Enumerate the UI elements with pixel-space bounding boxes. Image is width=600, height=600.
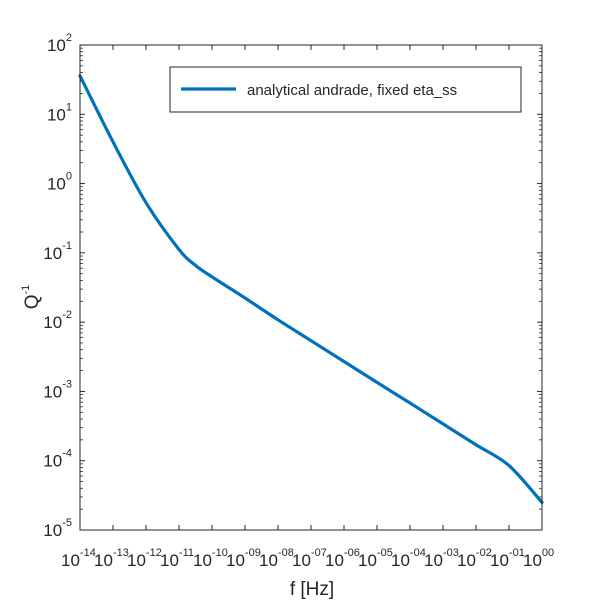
y-tick-label: 10-4 <box>43 448 72 471</box>
x-tick-label: 10-06 <box>325 547 360 570</box>
x-tick-base: 10 <box>523 551 542 570</box>
x-tick-exponent: -04 <box>410 547 426 559</box>
x-tick-base: 10 <box>424 551 443 570</box>
y-tick-exponent: 2 <box>66 32 72 44</box>
y-tick-exponent: -1 <box>62 240 72 252</box>
y-axis-label-base: Q <box>22 295 43 310</box>
x-tick-label: 10-02 <box>457 547 492 570</box>
x-tick-exponent: -02 <box>476 547 492 559</box>
x-tick-base: 10 <box>160 551 179 570</box>
y-axis-label: Q-1 <box>20 285 43 310</box>
x-tick-base: 10 <box>226 551 245 570</box>
y-tick-label: 101 <box>47 101 72 124</box>
y-tick-label: 102 <box>47 32 72 55</box>
y-tick-label: 100 <box>47 171 72 194</box>
y-tick-base: 10 <box>43 313 62 332</box>
y-tick-label: 10-5 <box>43 517 72 540</box>
series-line <box>78 74 544 505</box>
x-tick-base: 10 <box>358 551 377 570</box>
y-tick-base: 10 <box>47 105 66 124</box>
y-tick-exponent: -3 <box>62 378 72 390</box>
x-tick-exponent: -12 <box>146 547 162 559</box>
x-tick-exponent: -08 <box>278 547 294 559</box>
y-tick-exponent: 0 <box>66 171 72 183</box>
y-tick-exponent: 1 <box>66 101 72 113</box>
x-tick-label: 10-07 <box>292 547 327 570</box>
x-tick-label: 10-08 <box>259 547 294 570</box>
y-tick-exponent: -5 <box>62 517 72 529</box>
x-tick-exponent: -05 <box>377 547 393 559</box>
x-tick-base: 10 <box>259 551 278 570</box>
y-tick-exponent: -2 <box>62 309 72 321</box>
x-tick-label: 10-11 <box>160 547 194 570</box>
y-tick-base: 10 <box>47 36 66 55</box>
legend-label: analytical andrade, fixed eta_ss <box>247 82 457 99</box>
x-tick-exponent: -03 <box>443 547 459 559</box>
y-tick-base: 10 <box>43 521 62 540</box>
x-tick-exponent: -01 <box>509 547 525 559</box>
x-tick-exponent: -07 <box>311 547 327 559</box>
x-tick-label: 10-03 <box>424 547 459 570</box>
y-axis-label-exponent: -1 <box>20 285 32 295</box>
x-tick-base: 10 <box>457 551 476 570</box>
x-tick-label: 10-04 <box>391 547 426 570</box>
x-tick-label: 10-10 <box>193 547 228 570</box>
x-tick-exponent: -11 <box>179 547 194 559</box>
x-tick-base: 10 <box>292 551 311 570</box>
x-tick-base: 10 <box>61 551 80 570</box>
x-axis-label: f [Hz] <box>290 579 334 600</box>
x-tick-label: 10-12 <box>127 547 162 570</box>
legend: analytical andrade, fixed eta_ss <box>169 66 522 113</box>
x-tick-label: 1000 <box>523 547 554 570</box>
x-tick-base: 10 <box>490 551 509 570</box>
y-tick-base: 10 <box>47 175 66 194</box>
x-tick-label: 10-14 <box>61 547 96 570</box>
x-tick-exponent: -10 <box>212 547 228 559</box>
x-tick-exponent: -14 <box>80 547 96 559</box>
y-tick-label: 10-2 <box>43 309 72 332</box>
x-tick-label: 10-01 <box>490 547 525 570</box>
plot-frame <box>79 44 543 531</box>
y-tick-label: 10-1 <box>43 240 72 263</box>
x-tick-exponent: -13 <box>113 547 129 559</box>
x-tick-exponent: 00 <box>542 547 554 559</box>
x-tick-labels: 10-1410-1310-1210-1110-1010-0910-0810-07… <box>61 547 554 570</box>
y-tick-base: 10 <box>43 382 62 401</box>
x-tick-exponent: -06 <box>344 547 360 559</box>
x-tick-exponent: -09 <box>245 547 261 559</box>
y-tick-base: 10 <box>43 244 62 263</box>
y-tick-label: 10-3 <box>43 378 72 401</box>
plot-background <box>80 45 542 530</box>
x-tick-label: 10-09 <box>226 547 261 570</box>
x-tick-base: 10 <box>193 551 212 570</box>
x-tick-base: 10 <box>325 551 344 570</box>
y-tick-base: 10 <box>43 452 62 471</box>
x-tick-base: 10 <box>94 551 113 570</box>
x-tick-label: 10-13 <box>94 547 129 570</box>
y-tick-exponent: -4 <box>62 448 72 460</box>
x-tick-label: 10-05 <box>358 547 393 570</box>
x-tick-base: 10 <box>391 551 410 570</box>
x-tick-base: 10 <box>127 551 146 570</box>
